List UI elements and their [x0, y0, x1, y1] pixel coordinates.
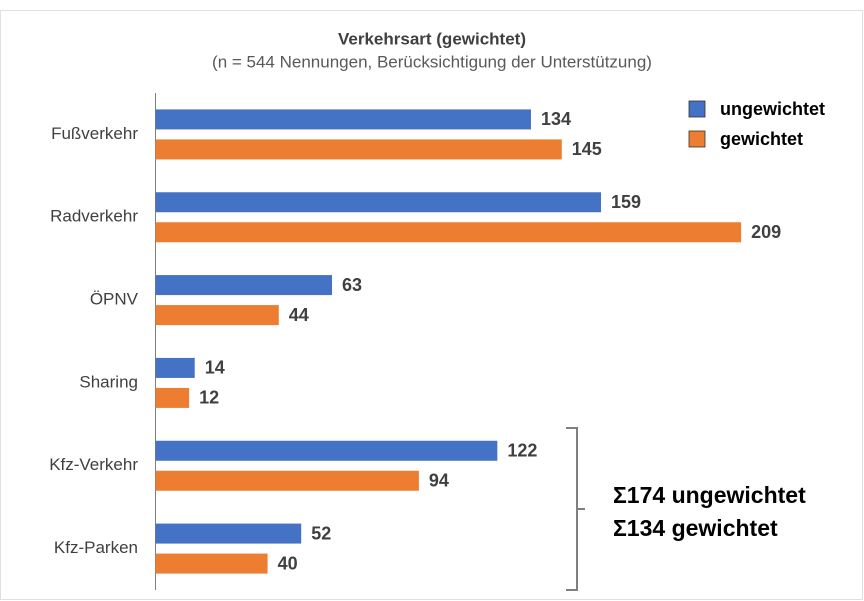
bar: [155, 109, 531, 130]
bar: [155, 139, 562, 160]
value-label: 94: [429, 471, 449, 491]
value-label: 134: [541, 109, 571, 129]
chart-title: Verkehrsart (gewichtet): [338, 29, 526, 48]
value-label: 63: [342, 275, 362, 295]
bar: [155, 523, 302, 544]
bar: [155, 387, 190, 408]
value-label: 14: [205, 358, 225, 378]
value-label: 209: [751, 222, 781, 242]
y-tick-label: Kfz-Parken: [54, 538, 138, 557]
bar: [155, 275, 333, 296]
y-tick-label: Radverkehr: [50, 207, 138, 226]
y-tick-label: Kfz-Verkehr: [49, 455, 138, 474]
value-label: 52: [311, 523, 331, 543]
chart-frame: [0, 10, 863, 600]
value-label: 40: [278, 553, 298, 573]
legend-swatch: [688, 130, 706, 148]
value-label: 145: [572, 139, 602, 159]
bracket: [566, 427, 585, 591]
bar: [155, 470, 419, 491]
bar: [155, 192, 602, 213]
value-label: 44: [289, 305, 309, 325]
chart-subtitle: (n = 544 Nennungen, Berücksichtigung der…: [212, 52, 652, 71]
value-label: 122: [507, 441, 537, 461]
bar: [155, 305, 279, 326]
annotation: Σ134 gewichtet: [613, 515, 778, 541]
annotation: Σ174 ungewichtet: [613, 482, 806, 508]
bar: [155, 553, 268, 574]
bar: [155, 222, 742, 243]
y-tick-label: Sharing: [79, 372, 138, 391]
bar: [155, 440, 498, 461]
legend-label: ungewichtet: [720, 99, 825, 119]
value-label: 12: [199, 388, 219, 408]
y-tick-label: Fußverkehr: [51, 124, 138, 143]
bar: [155, 357, 195, 378]
y-tick-label: ÖPNV: [90, 290, 139, 309]
legend-swatch: [688, 100, 706, 118]
value-label: 159: [611, 192, 641, 212]
legend-label: gewichtet: [720, 129, 803, 149]
